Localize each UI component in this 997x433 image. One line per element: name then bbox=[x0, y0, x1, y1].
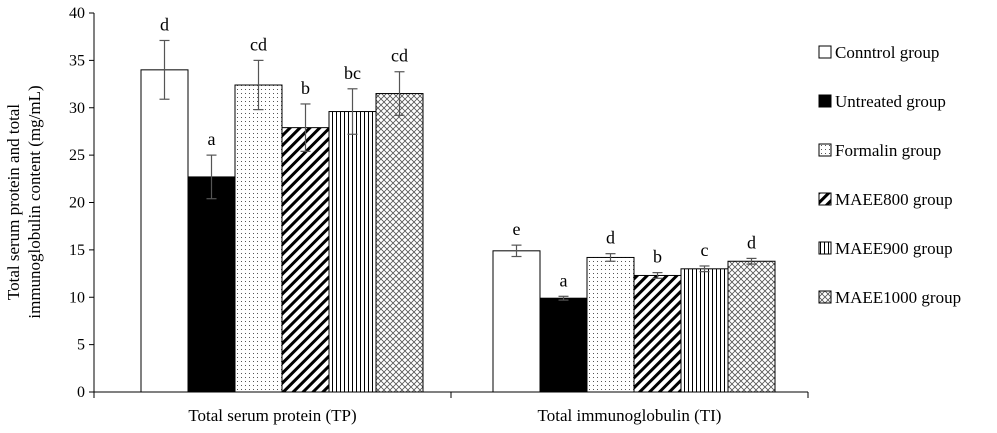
bar-dots-0 bbox=[234, 84, 283, 393]
legend-label: MAEE800 group bbox=[835, 190, 953, 209]
bar-white-0 bbox=[140, 69, 189, 393]
y-tick-label: 10 bbox=[69, 289, 85, 306]
y-tick-label: 20 bbox=[69, 195, 85, 212]
bar-crosshatch-0 bbox=[375, 93, 424, 393]
y-tick-label: 0 bbox=[77, 384, 85, 401]
legend-label: MAEE1000 group bbox=[835, 288, 961, 307]
y-tick-label: 30 bbox=[69, 100, 85, 117]
y-axis: 0 5 10 15 20 25 30 35 40 bbox=[69, 5, 95, 401]
bar-black-1 bbox=[539, 297, 588, 393]
y-axis-title-line-2: immunoglobulin content (mg/mL) bbox=[25, 85, 44, 318]
x-axis: Total serum protein (TP) Total immunoglob… bbox=[93, 391, 809, 425]
x-category-label: Total serum protein (TP) bbox=[188, 406, 356, 425]
significance-letter: b bbox=[653, 247, 662, 267]
legend-label: Untreated group bbox=[835, 92, 946, 111]
legend-label: MAEE900 group bbox=[835, 239, 953, 258]
significance-letter: d bbox=[606, 228, 615, 248]
error-bars bbox=[159, 39, 757, 301]
bar-white-1 bbox=[492, 250, 541, 393]
significance-letter: a bbox=[208, 129, 216, 149]
legend: Conntrol group Untreated group Formalin gr… bbox=[818, 43, 961, 307]
significance-letter: bc bbox=[344, 63, 361, 83]
y-tick-label: 25 bbox=[69, 147, 85, 164]
significance-letter: e bbox=[513, 219, 521, 239]
bar-vertical-0 bbox=[328, 111, 377, 393]
legend-swatch-vertical bbox=[818, 241, 832, 255]
y-axis-title: Total serum protein and total immunoglob… bbox=[4, 85, 44, 318]
legend-swatch-dots bbox=[818, 143, 832, 157]
significance-letter: d bbox=[160, 14, 169, 34]
significance-letter: d bbox=[747, 232, 756, 252]
bar-diagonal-0 bbox=[281, 127, 330, 393]
y-tick-label: 5 bbox=[77, 337, 85, 354]
y-tick-label: 40 bbox=[69, 5, 85, 22]
legend-swatch-diagonal bbox=[818, 192, 832, 206]
y-tick-label: 15 bbox=[69, 242, 85, 259]
legend-swatch-black bbox=[818, 94, 832, 108]
significance-letter: cd bbox=[391, 46, 408, 66]
y-axis-title-line-1: Total serum protein and total bbox=[4, 104, 23, 300]
significance-letter: cd bbox=[250, 34, 267, 54]
bar-vertical-1 bbox=[680, 268, 729, 393]
bar-diagonal-1 bbox=[633, 274, 682, 393]
legend-label: Conntrol group bbox=[835, 43, 939, 62]
bars bbox=[140, 69, 776, 393]
significance-letter: c bbox=[701, 240, 709, 260]
legend-swatch-crosshatch bbox=[818, 290, 832, 304]
y-tick-label: 35 bbox=[69, 52, 85, 69]
bar-crosshatch-1 bbox=[727, 260, 776, 393]
legend-label: Formalin group bbox=[835, 141, 941, 160]
bar-black-0 bbox=[187, 176, 236, 393]
x-category-label: Total immunoglobulin (TI) bbox=[538, 406, 722, 425]
legend-swatch-white bbox=[818, 45, 832, 59]
significance-letter: b bbox=[301, 78, 310, 98]
bar-dots-1 bbox=[586, 256, 635, 393]
significance-letter: a bbox=[560, 270, 568, 290]
